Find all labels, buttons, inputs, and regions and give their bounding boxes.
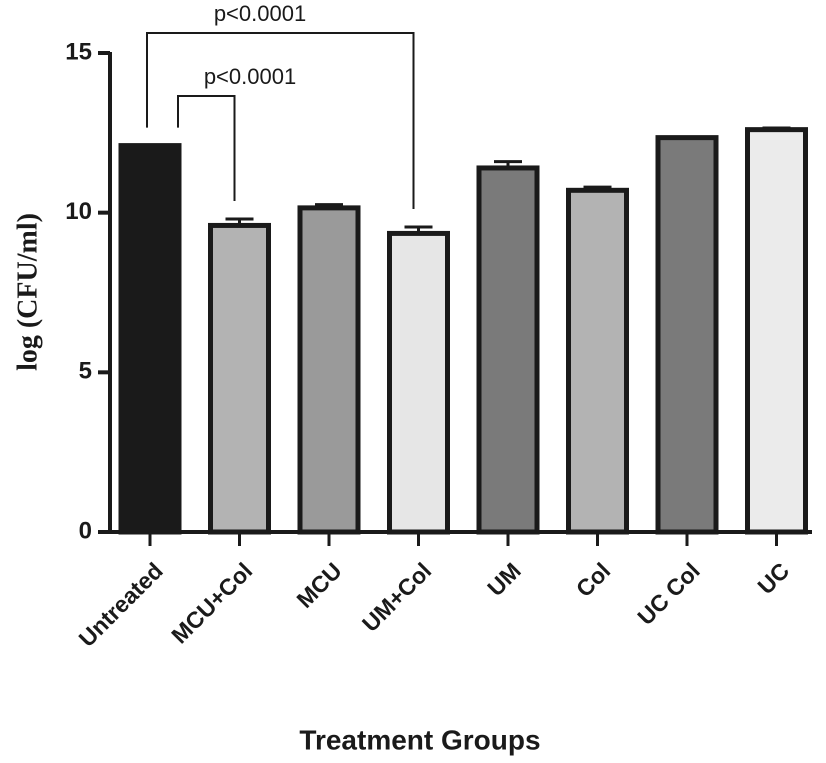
bar [118,143,182,535]
bar [566,187,629,535]
x-tick-label: UC Col [632,557,705,630]
y-tick-label: 0 [79,517,92,544]
bar [387,230,450,535]
bar [208,222,271,535]
bar [297,205,361,535]
x-axis-title: Treatment Groups [299,724,540,755]
significance-bracket [146,32,415,210]
bar [476,165,540,535]
significance-bracket [177,95,236,202]
y-tick-label: 10 [65,198,92,225]
y-tick-label: 5 [79,358,92,385]
bar [655,135,719,535]
x-tick-label: UM [482,557,526,601]
x-tick-label: UC [752,557,794,599]
x-tick-label: MCU+Col [166,557,257,648]
x-tick-label: UM+Col [357,557,436,636]
x-tick-label: Untreated [74,557,168,651]
y-axis-title: log (CFU/ml) [12,213,43,371]
bar [745,127,808,535]
x-tick-label: MCU [291,557,346,612]
x-tick-label: Col [571,557,616,602]
y-tick-label: 15 [65,38,92,65]
annotation: p<0.0001 [204,64,296,89]
annotation: p<0.0001 [214,1,306,26]
